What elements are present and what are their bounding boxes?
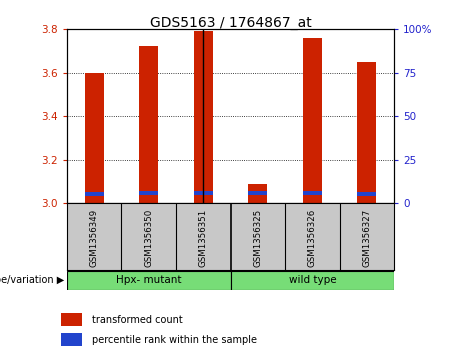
Bar: [84, 73, 104, 203]
Text: GSM1356350: GSM1356350: [144, 209, 153, 267]
Bar: [303, 191, 322, 195]
Bar: [357, 62, 377, 203]
Text: GSM1356349: GSM1356349: [89, 209, 99, 267]
Text: Hpx- mutant: Hpx- mutant: [116, 276, 182, 285]
Bar: [194, 191, 213, 195]
Text: transformed count: transformed count: [92, 315, 183, 325]
Bar: [194, 31, 213, 203]
Bar: [61, 333, 82, 346]
Bar: [139, 191, 158, 195]
Text: GSM1356326: GSM1356326: [308, 209, 317, 267]
Bar: [248, 184, 267, 203]
Text: GSM1356327: GSM1356327: [362, 209, 372, 267]
Text: GSM1356351: GSM1356351: [199, 209, 208, 267]
Bar: [84, 192, 104, 196]
Text: percentile rank within the sample: percentile rank within the sample: [92, 335, 257, 344]
FancyBboxPatch shape: [67, 271, 230, 290]
FancyBboxPatch shape: [230, 271, 394, 290]
Bar: [248, 191, 267, 195]
Text: wild type: wild type: [289, 276, 336, 285]
Bar: [139, 46, 158, 203]
Text: GDS5163 / 1764867_at: GDS5163 / 1764867_at: [150, 16, 311, 30]
Text: GSM1356325: GSM1356325: [253, 209, 262, 267]
Text: genotype/variation ▶: genotype/variation ▶: [0, 276, 65, 285]
Bar: [61, 313, 82, 326]
Bar: [357, 192, 377, 196]
Bar: [303, 38, 322, 203]
